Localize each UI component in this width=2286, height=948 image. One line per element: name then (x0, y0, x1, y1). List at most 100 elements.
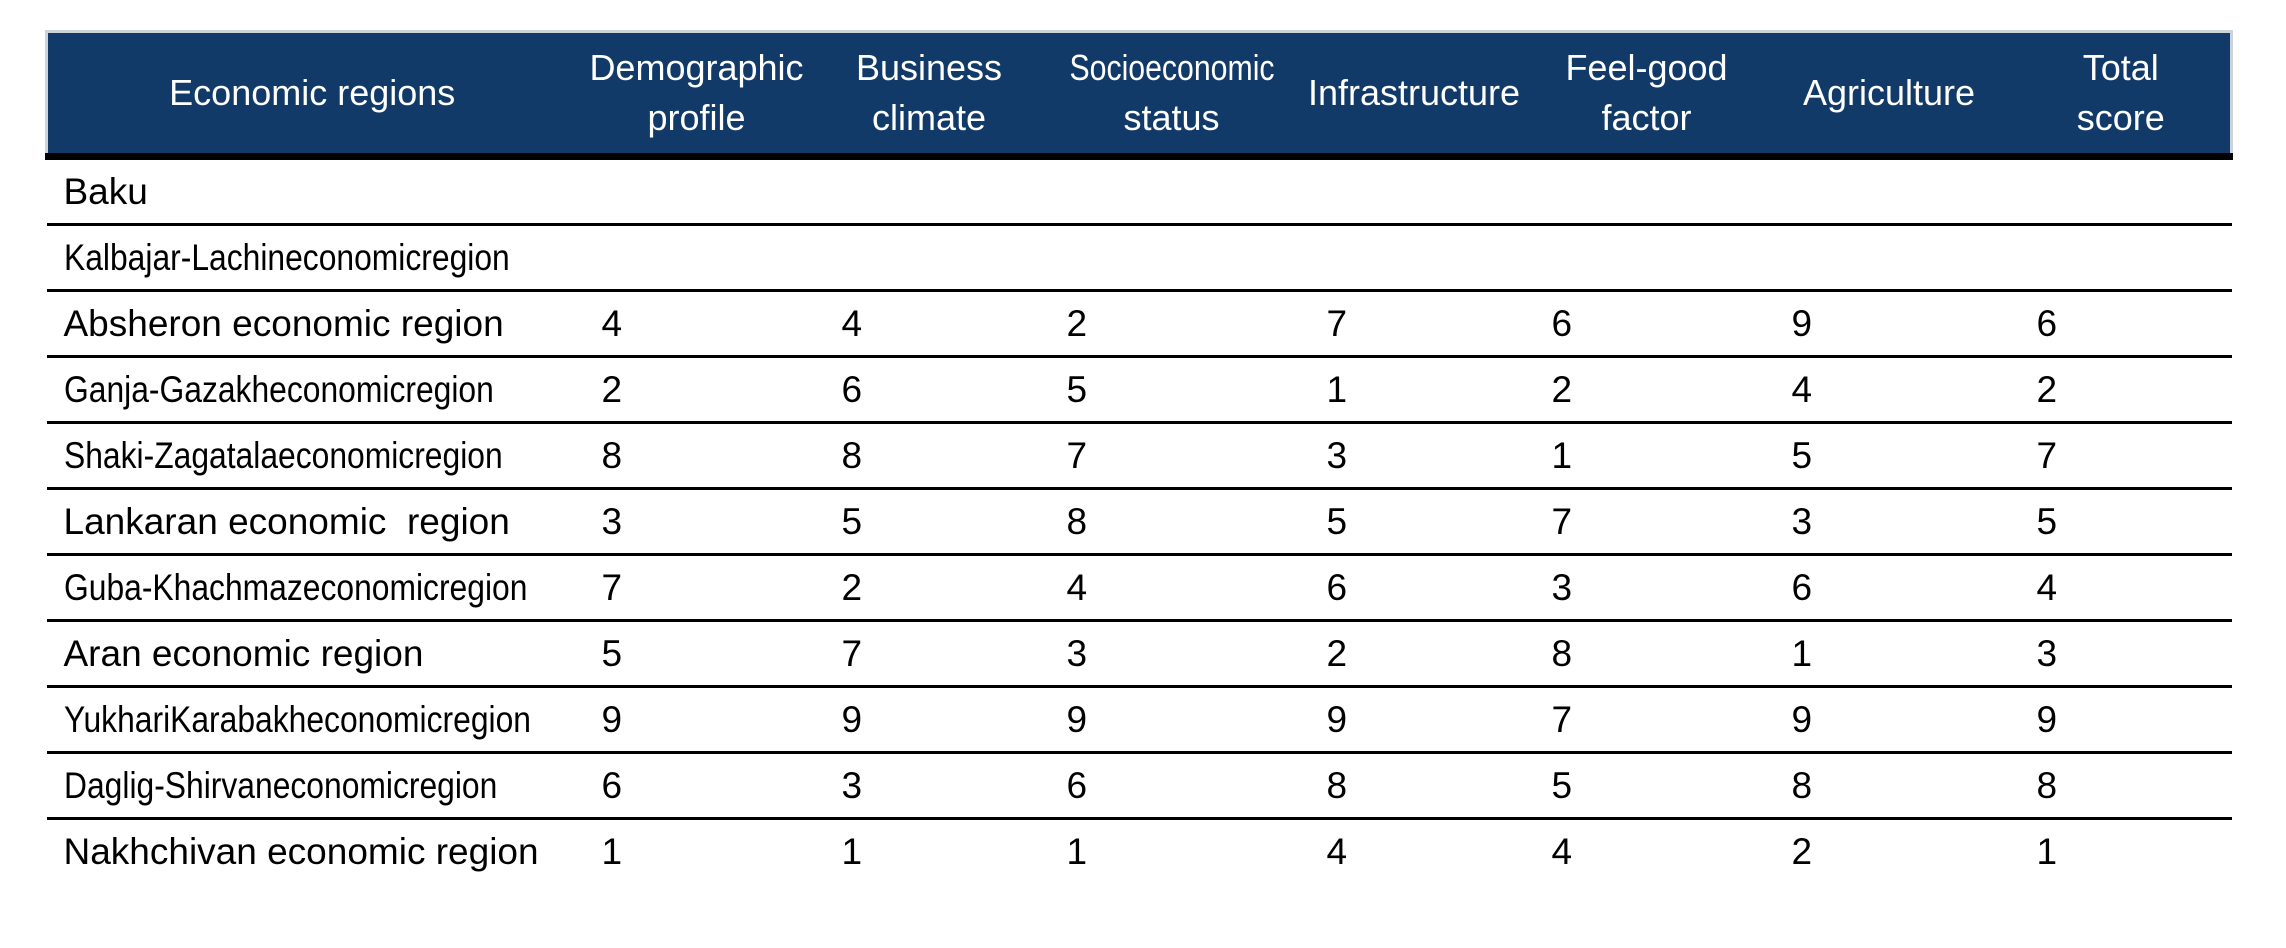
score-cell: 6 (1766, 554, 2012, 622)
score-cell: 5 (576, 620, 817, 688)
region-label-cell: Ganja-Gazakheconomicregion (46, 356, 577, 424)
region-label-cell: Guba-Khachmazeconomicregion (46, 554, 577, 622)
score-cell (1041, 156, 1302, 226)
table-row: Guba-Khachmazeconomicregion 7 2 4 6 3 6 4 (46, 554, 2232, 622)
header-row: Economic regions Demographic profile Busine… (45, 30, 2233, 160)
score-cell: 1 (1301, 356, 1527, 424)
score-cell: 1 (841, 830, 863, 872)
table-header: Economic regions Demographic profile Busine… (45, 30, 2233, 160)
region-label-cell: Absheron economic region (46, 290, 577, 358)
score-cell: 2 (576, 356, 817, 424)
score-cell: 5 (1041, 356, 1302, 424)
score-cell: 9 (2011, 686, 2232, 754)
score-cell: 9 (1041, 686, 1302, 754)
score-cell: 8 (576, 422, 817, 490)
column-header-label: profile (647, 97, 746, 138)
score-cell: 8 (1766, 752, 2012, 820)
column-header-label: Infrastructure (1307, 72, 1521, 113)
score-cell: 1 (2036, 830, 2058, 872)
column-header-socioeconomic-status: Socioeconomic status (1041, 30, 1302, 160)
region-label: Ganja-Gazakheconomicregion (63, 368, 494, 410)
score-cell: 4 (1326, 830, 1348, 872)
score-cell (1766, 224, 2012, 292)
score-cell: 6 (816, 356, 1042, 424)
score-cell: 1 (1066, 830, 1088, 872)
score-cell: 3 (1301, 422, 1527, 490)
table-body: Baku Kalbajar-Lachineconomicregion Abshero… (46, 156, 2232, 884)
score-cell: 6 (1301, 554, 1527, 622)
score-cell (816, 224, 1042, 292)
region-label: Nakhchivan economic region (63, 830, 539, 872)
score-cell (1301, 224, 1527, 292)
score-cell: 6 (1041, 752, 1302, 820)
score-cell: 3 (2011, 620, 2232, 688)
score-cell: 2 (2011, 356, 2232, 424)
score-cell: 2 (816, 554, 1042, 622)
score-cell: 9 (1766, 290, 2012, 358)
score-cell: 2 (1041, 290, 1302, 358)
score-cell: 8 (1526, 620, 1767, 688)
score-cell: 9 (816, 686, 1042, 754)
score-cell: 2 (1301, 620, 1527, 688)
score-cell: 9 (1766, 686, 2012, 754)
score-cell (1766, 156, 2012, 226)
column-header-label: Total (2082, 47, 2159, 88)
region-label-cell: Baku (46, 156, 577, 226)
table-row: Nakhchivan economic region 1 1 1 4 4 2 1 (47, 819, 2232, 884)
column-header-agriculture: Agriculture (1766, 30, 2012, 160)
score-cell: 3 (816, 752, 1042, 820)
score-cell: 2 (1791, 830, 1813, 872)
region-label: Aran economic region (63, 632, 424, 674)
score-cell: 6 (2011, 290, 2232, 358)
region-label-cell: YukhariKarabakheconomicregion (46, 686, 577, 754)
score-cell: 9 (576, 686, 817, 754)
score-cell (1041, 224, 1302, 292)
score-cell: 2 (1526, 356, 1767, 424)
score-cell: 1 (1766, 620, 2012, 688)
score-cell: 3 (576, 488, 817, 556)
score-cell (816, 156, 1042, 226)
region-label: Lankaran economic region (63, 500, 510, 542)
table-row: Kalbajar-Lachineconomicregion (46, 224, 2232, 292)
region-label-cell: Nakhchivan economic region (47, 819, 577, 884)
region-label: YukhariKarabakheconomicregion (63, 698, 531, 740)
score-cell: 8 (1041, 488, 1302, 556)
column-header-label: Feel-good (1565, 47, 1728, 88)
column-header-label: Economic regions (169, 72, 456, 113)
score-cell: 7 (1526, 488, 1767, 556)
column-header-label: climate (871, 97, 987, 138)
score-cell: 9 (1301, 686, 1527, 754)
region-label-cell: Daglig-Shirvaneconomicregion (46, 752, 577, 820)
score-cell: 6 (1526, 290, 1767, 358)
column-header-label: score (2076, 97, 2165, 138)
region-label-cell: Aran economic region (46, 620, 577, 688)
score-cell: 4 (816, 290, 1042, 358)
column-header-label: Agriculture (1802, 72, 1976, 113)
column-header-economic-regions: Economic regions (45, 30, 577, 160)
score-cell (1526, 224, 1767, 292)
column-header-label: factor (1601, 97, 1692, 138)
economic-regions-table: Economic regions Demographic profile Busine… (45, 30, 2233, 883)
score-cell: 7 (1526, 686, 1767, 754)
table-row: Daglig-Shirvaneconomicregion 6 3 6 8 5 8 8 (46, 752, 2232, 820)
score-cell (2011, 224, 2232, 292)
region-label-cell: Lankaran economic region (46, 488, 577, 556)
score-cell (1301, 156, 1527, 226)
score-cell: 7 (1301, 290, 1527, 358)
table-row: Shaki-Zagatalaeconomicregion 8 8 7 3 1 5 7 (46, 422, 2232, 490)
score-cell: 4 (1041, 554, 1302, 622)
score-cell: 5 (2011, 488, 2232, 556)
column-header-demographic-profile: Demographic profile (576, 30, 817, 160)
region-label: Daglig-Shirvaneconomicregion (63, 764, 497, 806)
score-cell: 5 (1526, 752, 1767, 820)
score-cell: 1 (1526, 422, 1767, 490)
score-cell: 8 (2011, 752, 2232, 820)
score-cell: 7 (576, 554, 817, 622)
column-header-business-climate: Business climate (816, 30, 1042, 160)
region-label-cell: Kalbajar-Lachineconomicregion (46, 224, 577, 292)
score-cell: 6 (576, 752, 817, 820)
score-cell: 7 (2011, 422, 2232, 490)
score-cell: 4 (576, 290, 817, 358)
table-row: Ganja-Gazakheconomicregion 2 6 5 1 2 4 2 (46, 356, 2232, 424)
